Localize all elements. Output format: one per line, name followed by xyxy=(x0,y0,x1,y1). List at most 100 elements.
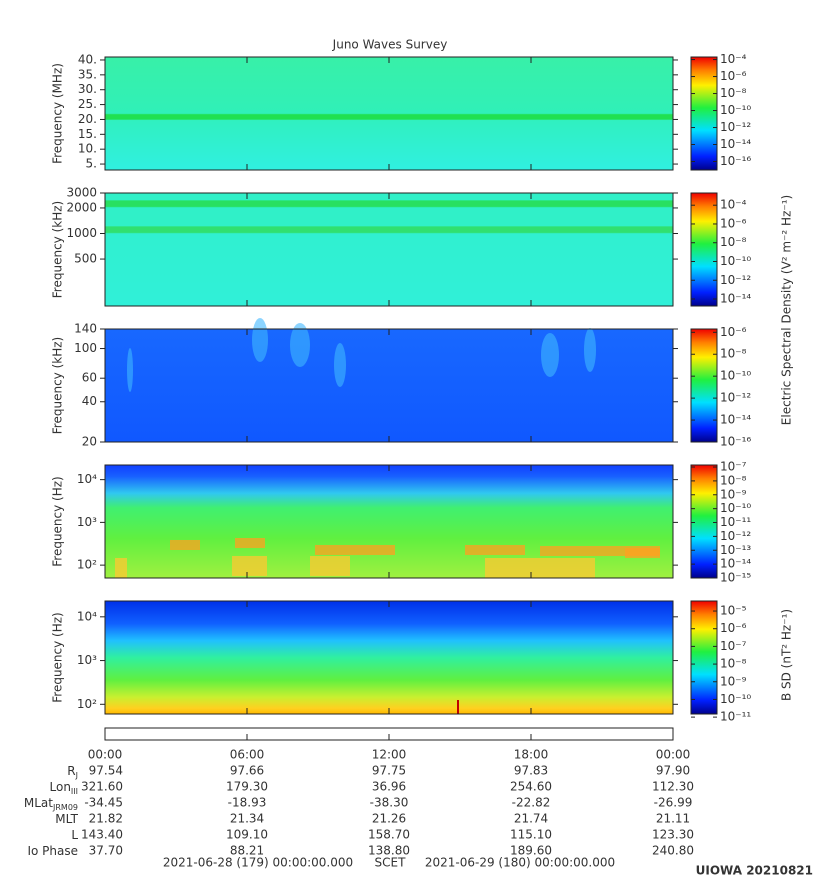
y-tick-label: 500 xyxy=(74,252,97,266)
colorbar-frame xyxy=(690,56,718,171)
y-tick-label: 5. xyxy=(86,157,97,171)
ephemeris-value: 37.70 xyxy=(89,844,123,858)
colorbar-tick-label: 10⁻⁶ xyxy=(720,216,747,230)
colorbar-label: B SD (nT² Hz⁻¹) xyxy=(780,609,794,701)
ephemeris-value: 97.90 xyxy=(656,764,690,778)
colorbar-tick-label: 10⁻¹⁶ xyxy=(720,154,751,168)
colorbar-tick-label: 10⁻⁴ xyxy=(720,52,747,66)
ephemeris-value: 88.21 xyxy=(230,844,264,858)
ephemeris-label-text: MLT xyxy=(55,812,78,826)
y-axis-label: Frequency (MHz) xyxy=(51,63,65,164)
y-tick-label: 25. xyxy=(78,97,97,111)
colorbar-tick-label: 10⁻¹⁵ xyxy=(720,571,751,585)
y-tick-label: 10⁴ xyxy=(77,472,97,486)
ephemeris-value: 97.75 xyxy=(372,764,406,778)
ephemeris-value: 97.54 xyxy=(89,764,123,778)
y-tick-label: 35. xyxy=(78,67,97,81)
colorbar-tick-label: 10⁻¹² xyxy=(720,120,751,134)
x-tick-label: 18:00 xyxy=(514,748,549,762)
colorbar-tick-label: 10⁻⁶ xyxy=(720,69,747,83)
colorbar-tick-label: 10⁻¹² xyxy=(720,529,751,543)
colorbar-tick-label: 10⁻¹⁰ xyxy=(720,692,751,706)
ephemeris-label: RJ xyxy=(67,764,78,780)
colorbar-tick-label: 10⁻⁷ xyxy=(720,460,747,474)
footer-start: 2021-06-28 (179) 00:00:00.000 xyxy=(163,856,353,870)
colorbar-tick-label: 10⁻¹⁴ xyxy=(720,292,751,306)
ephemeris-value: -38.30 xyxy=(370,796,409,810)
chart-title: Juno Waves Survey xyxy=(332,38,448,52)
colorbar-tick-label: 10⁻¹² xyxy=(720,273,751,287)
colorbar-tick-label: 10⁻⁷ xyxy=(720,639,747,653)
colorbar-tick-label: 10⁻⁹ xyxy=(720,487,747,501)
x-tick-label: 06:00 xyxy=(230,748,265,762)
ephemeris-value: 321.60 xyxy=(81,780,123,794)
ephemeris-value: 240.80 xyxy=(652,844,694,858)
colorbar-tick-label: 10⁻¹⁴ xyxy=(720,137,751,151)
y-tick-label: 20. xyxy=(78,112,97,126)
colorbar-tick-label: 10⁻¹⁶ xyxy=(720,435,751,449)
colorbar-tick-label: 10⁻⁶ xyxy=(720,325,747,339)
ephemeris-value: 21.34 xyxy=(230,812,264,826)
emission-patch xyxy=(235,538,265,548)
ephemeris-value: 21.82 xyxy=(89,812,123,826)
emission-streak xyxy=(127,348,133,392)
emission-streak xyxy=(290,323,310,367)
colorbar-tick-label: 10⁻⁵ xyxy=(720,604,747,618)
y-axis-label: Frequency (Hz) xyxy=(51,476,65,567)
y-tick-label: 10² xyxy=(77,697,97,711)
y-axis-label: Frequency (Hz) xyxy=(51,612,65,703)
x-tick-label: 12:00 xyxy=(372,748,407,762)
colorbar-tick-label: 10⁻¹⁴ xyxy=(720,413,751,427)
emission-patch xyxy=(170,540,200,550)
colorbar-tick-label: 10⁻⁸ xyxy=(720,473,747,487)
emission-patch xyxy=(232,556,267,576)
ephemeris-value: 189.60 xyxy=(510,844,552,858)
emission-streak xyxy=(541,333,559,377)
colorbar xyxy=(691,193,717,306)
footer-end: 2021-06-29 (180) 00:00:00.000 xyxy=(425,856,615,870)
y-tick-label: 10³ xyxy=(77,515,97,529)
y-tick-label: 10² xyxy=(77,558,97,572)
ephemeris-value: -18.93 xyxy=(228,796,267,810)
y-tick-label: 15. xyxy=(78,127,97,141)
ephemeris-value: 123.30 xyxy=(652,828,694,842)
ephemeris-value: 179.30 xyxy=(226,780,268,794)
y-axis-label: Frequency (kHz) xyxy=(51,201,65,298)
footer-label: SCET xyxy=(375,856,407,870)
y-tick-label: 40. xyxy=(78,52,97,66)
colorbar-tick-label: 10⁻⁹ xyxy=(720,674,747,688)
y-axis-label: Frequency (kHz) xyxy=(51,337,65,434)
colorbar-frame xyxy=(690,328,718,443)
emission-patch xyxy=(465,545,525,555)
y-tick-label: 100 xyxy=(74,341,97,355)
ephemeris-label-text: Io Phase xyxy=(27,844,78,858)
ephemeris-value: 21.26 xyxy=(372,812,406,826)
emission-patch xyxy=(115,558,127,578)
y-tick-label: 20 xyxy=(82,435,97,449)
ephemeris-label-text: MLat xyxy=(24,796,53,810)
ephemeris-value: 21.74 xyxy=(514,812,548,826)
colorbar-tick-label: 10⁻¹⁰ xyxy=(720,501,751,515)
emission-patch xyxy=(625,548,660,558)
emission-patch xyxy=(485,558,595,578)
y-tick-label: 10. xyxy=(78,142,97,156)
ephemeris-label: LonIII xyxy=(50,780,79,796)
ephemeris-value: 254.60 xyxy=(510,780,552,794)
ephemeris-value: 109.10 xyxy=(226,828,268,842)
y-tick-label: 40 xyxy=(82,394,97,408)
y-tick-label: 10³ xyxy=(77,653,97,667)
y-tick-label: 60 xyxy=(82,371,97,385)
ephemeris-value: 158.70 xyxy=(368,828,410,842)
emission-patch xyxy=(540,546,660,556)
x-tick-label: 00:00 xyxy=(656,748,691,762)
y-tick-label: 30. xyxy=(78,82,97,96)
ephemeris-value: 21.11 xyxy=(656,812,690,826)
colorbar-tick-label: 10⁻⁸ xyxy=(720,86,747,100)
colorbar-tick-label: 10⁻¹⁰ xyxy=(720,369,751,383)
emission-streak xyxy=(252,318,268,362)
spectrogram xyxy=(105,193,673,306)
x-tick-label: 00:00 xyxy=(88,748,123,762)
colorbar-tick-label: 10⁻¹³ xyxy=(720,543,751,557)
colorbar-tick-label: 10⁻⁸ xyxy=(720,235,747,249)
